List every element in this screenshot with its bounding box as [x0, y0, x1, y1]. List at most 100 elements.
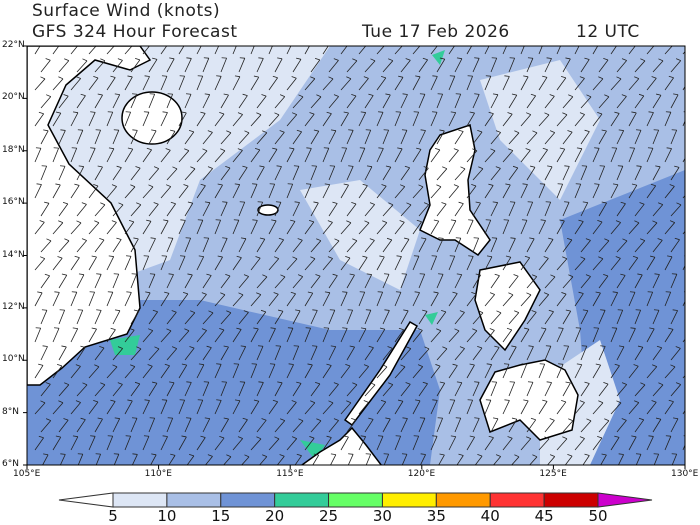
- wind-barb: [383, 453, 390, 465]
- wind-barb: [148, 237, 156, 253]
- wind-barb: [448, 219, 457, 235]
- wind-barb: [490, 417, 499, 433]
- wind-barb: [670, 165, 680, 181]
- wind-barb: [202, 417, 211, 433]
- wind-barb: [670, 58, 682, 73]
- wind-barb: [689, 238, 697, 252]
- wind-barb: [580, 94, 592, 109]
- wind-barb: [148, 381, 158, 397]
- wind-barb: [652, 417, 662, 433]
- wind-barb: [214, 75, 222, 91]
- wind-barb: [304, 327, 311, 343]
- wind-barb: [340, 46, 348, 55]
- wind-barb: [689, 94, 695, 108]
- wind-barb: [544, 57, 552, 73]
- colorbar-segment: [328, 492, 383, 508]
- wind-barb: [202, 273, 212, 289]
- wind-barb: [76, 165, 85, 181]
- wind-barb: [124, 46, 133, 55]
- wind-barb: [436, 237, 444, 253]
- wind-barb: [70, 291, 78, 307]
- wind-barb: [160, 255, 168, 271]
- wind-barb: [322, 400, 334, 415]
- wind-barb: [34, 46, 41, 55]
- wind-barb: [376, 75, 387, 91]
- wind-barb: [202, 130, 213, 145]
- wind-barb: [526, 310, 537, 325]
- wind-barb: [689, 454, 695, 468]
- wind-barb: [232, 363, 240, 379]
- wind-barb: [178, 399, 185, 415]
- wind-barb: [436, 417, 443, 433]
- wind-barb: [76, 417, 86, 433]
- wind-barb: [418, 237, 427, 253]
- wind-barb: [220, 274, 231, 289]
- wind-barb: [220, 201, 228, 217]
- wind-barb: [394, 255, 402, 271]
- wind-barb: [214, 112, 225, 127]
- wind-barb: [508, 130, 520, 145]
- wind-barb: [256, 418, 267, 433]
- wind-barb: [538, 436, 550, 451]
- wind-barb: [166, 417, 174, 433]
- wind-barb: [580, 345, 588, 361]
- wind-barb: [274, 130, 285, 145]
- wind-barb: [232, 255, 242, 271]
- wind-barb: [394, 147, 403, 163]
- wind-barb: [580, 238, 591, 253]
- land: [27, 46, 579, 465]
- wind-barb: [340, 435, 349, 451]
- wind-barb: [268, 75, 278, 91]
- wind-barb: [436, 129, 445, 145]
- wind-barb: [88, 255, 97, 271]
- wind-barb: [454, 273, 463, 289]
- wind-barb: [466, 111, 475, 127]
- wind-barb: [529, 454, 538, 465]
- wind-barb: [330, 453, 337, 465]
- wind-barb: [670, 273, 678, 289]
- wind-barb: [382, 382, 394, 397]
- wind-barb: [124, 255, 132, 271]
- wind-barb: [610, 183, 619, 199]
- wind-barb: [166, 166, 178, 181]
- wind-barb: [340, 256, 351, 271]
- wind-barb: [562, 57, 571, 73]
- wind-barb: [256, 345, 264, 361]
- wind-barb: [274, 237, 284, 253]
- wind-barb: [382, 237, 393, 253]
- wind-barb: [556, 147, 566, 163]
- wind-barb: [88, 327, 97, 343]
- wind-barb: [562, 94, 574, 109]
- wind-barb: [682, 85, 685, 91]
- wind-barb: [106, 327, 116, 343]
- wind-barb: [556, 46, 561, 55]
- wind-barb: [328, 165, 336, 181]
- wind-barb: [184, 166, 196, 181]
- wind-barb: [112, 417, 121, 433]
- wind-barb: [130, 57, 141, 73]
- wind-barb: [58, 129, 66, 145]
- wind-barb: [274, 165, 282, 181]
- wind-barb: [40, 418, 52, 433]
- wind-barb: [178, 111, 187, 127]
- wind-barb: [652, 382, 664, 397]
- wind-barb: [232, 112, 243, 127]
- wind-barb: [364, 345, 374, 361]
- wind-barb: [556, 363, 564, 379]
- indochina-coast: [27, 46, 152, 386]
- wind-barb: [52, 291, 60, 307]
- wind-barb: [454, 346, 465, 361]
- wind-barb: [448, 46, 455, 55]
- colorbar-segment: [381, 492, 437, 508]
- wind-barb: [196, 183, 206, 199]
- wind-barb: [394, 184, 406, 199]
- wind-barb: [520, 219, 528, 235]
- wind-barb: [412, 184, 424, 199]
- wind-barb: [664, 255, 673, 271]
- wind-barb: [376, 399, 387, 415]
- wind-barb: [322, 256, 333, 271]
- wind-barb: [312, 453, 320, 465]
- wind-barb: [544, 309, 554, 325]
- wind-barb: [322, 291, 331, 307]
- wind-barb: [160, 291, 170, 307]
